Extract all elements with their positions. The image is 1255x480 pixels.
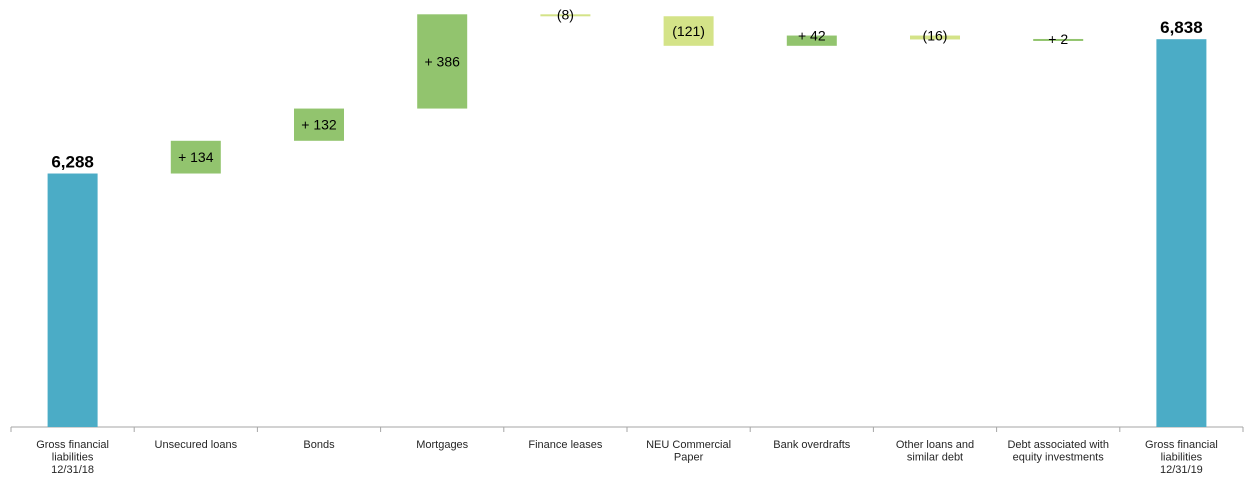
bar-value-label: (121) xyxy=(672,23,705,39)
x-tick-label: liabilities xyxy=(52,452,94,464)
x-tick-label: Bonds xyxy=(303,439,335,451)
bar-value-label: 6,838 xyxy=(1160,18,1203,37)
waterfall-bar xyxy=(786,35,837,46)
bar-value-label: + 42 xyxy=(798,28,826,44)
bar-value-label: + 386 xyxy=(424,53,460,69)
x-tick-label: Finance leases xyxy=(528,439,602,451)
x-tick-label: Unsecured loans xyxy=(155,439,238,451)
x-tick-label: Bank overdrafts xyxy=(773,439,851,451)
waterfall-bar xyxy=(47,173,98,427)
bar-value-label: 6,288 xyxy=(51,153,94,172)
bar-value-label: + 2 xyxy=(1048,31,1068,47)
x-tick-label: Other loans and xyxy=(896,439,974,451)
x-tick-label: equity investments xyxy=(1013,452,1105,464)
bar-value-label: (16) xyxy=(923,28,948,44)
x-tick-label: 12/31/19 xyxy=(1160,464,1203,476)
x-tick-label: Paper xyxy=(674,452,704,464)
x-tick-label: similar debt xyxy=(907,452,963,464)
waterfall-bar xyxy=(294,108,344,141)
waterfall-bar xyxy=(910,35,960,40)
bar-value-label: (8) xyxy=(557,6,574,22)
x-tick-label: liabilities xyxy=(1161,452,1203,464)
waterfall-bar xyxy=(663,16,714,46)
waterfall-bar xyxy=(1156,39,1207,428)
x-tick-label: NEU Commercial xyxy=(646,439,731,451)
x-tick-label: Debt associated with xyxy=(1007,439,1109,451)
bar-value-label: + 132 xyxy=(301,117,337,133)
waterfall-bar xyxy=(170,140,221,174)
x-tick-label: 12/31/18 xyxy=(51,464,94,476)
x-tick-label: Gross financial xyxy=(1145,439,1218,451)
waterfall-bar xyxy=(1033,38,1084,41)
x-tick-label: Gross financial xyxy=(36,439,109,451)
waterfall-bar xyxy=(417,14,468,109)
x-tick-label: Mortgages xyxy=(416,439,468,451)
waterfall-bar xyxy=(540,14,591,17)
bar-value-label: + 134 xyxy=(178,149,214,165)
